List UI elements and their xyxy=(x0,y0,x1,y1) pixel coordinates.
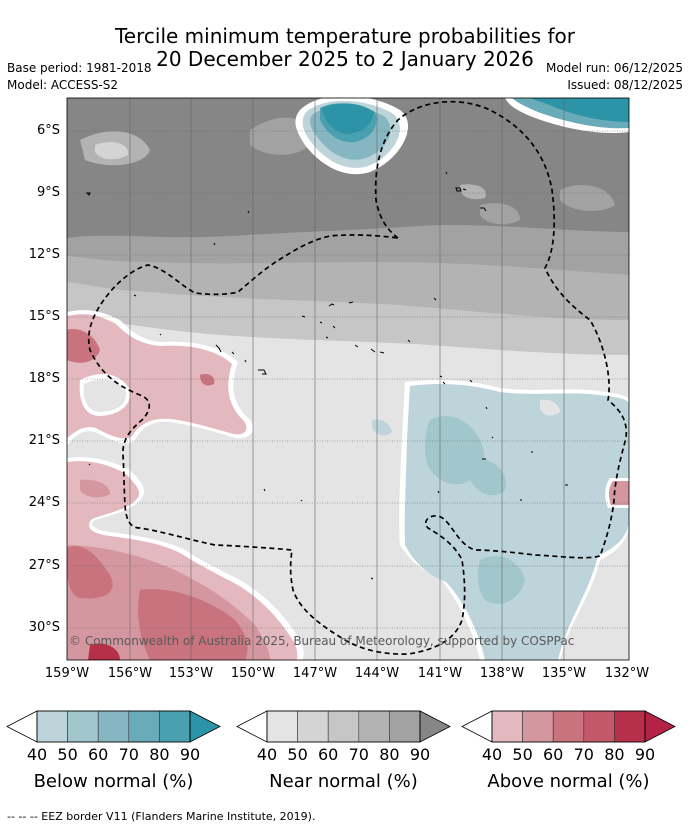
above-normal-60-area xyxy=(200,374,215,386)
colorbar-tick-label: 50 xyxy=(287,745,308,764)
colorbar-segment xyxy=(358,710,390,743)
lon-label-141w: 141°W xyxy=(417,666,463,681)
colorbar-tick-label: 60 xyxy=(88,745,109,764)
legend-near-title: Near normal (%) xyxy=(269,771,418,792)
colorbar-segment xyxy=(159,710,191,743)
below-normal-50-area xyxy=(470,459,506,496)
colorbar-tick-label: 60 xyxy=(543,745,564,764)
colorbar-tick-label: 40 xyxy=(481,745,503,764)
colorbar-above-normal xyxy=(461,710,676,743)
colorbar-segment xyxy=(389,710,421,743)
colorbar-tick-label: 40 xyxy=(26,745,48,764)
above-normal-60-area xyxy=(138,589,248,660)
lat-label-6s: 6°S xyxy=(36,123,60,138)
colorbar-segment xyxy=(552,710,585,743)
islands xyxy=(85,171,568,580)
colorbar-tick-label: 80 xyxy=(604,745,625,764)
above-normal-50-area xyxy=(80,479,110,498)
gray-patch xyxy=(480,203,520,225)
colorbar-segment xyxy=(614,710,646,743)
lon-label-153w: 153°W xyxy=(168,666,214,681)
title-line-2: 20 December 2025 to 2 January 2026 xyxy=(156,47,534,71)
colorbar-tick-label: 50 xyxy=(57,745,78,764)
lat-label-15s: 15°S xyxy=(28,309,60,324)
map-frame xyxy=(66,97,630,661)
eez-footnote: -- -- -- EEZ border V11 (Flanders Marine… xyxy=(7,810,316,823)
lon-label-150w: 150°W xyxy=(230,666,276,681)
gray-patch xyxy=(560,185,615,212)
lon-label-135w: 135°W xyxy=(541,666,587,681)
below-normal-90-area xyxy=(322,103,374,134)
below-normal-50-area xyxy=(477,556,525,604)
base-period-label: Base period: 1981-2018 xyxy=(7,61,152,75)
gray-patch xyxy=(459,184,486,200)
model-run-label: Model run: 06/12/2025 xyxy=(545,61,683,75)
graticule xyxy=(67,98,629,660)
colorbar-tick-label: 90 xyxy=(634,745,656,764)
lon-label-138w: 138°W xyxy=(479,666,525,681)
colorbar-max-extension xyxy=(189,710,221,743)
colorbar-min-extension xyxy=(6,710,38,743)
colorbar-tick-label: 70 xyxy=(573,745,594,764)
colorbar-tick-label: 40 xyxy=(256,745,278,764)
near-normal-40-area xyxy=(540,399,560,416)
lon-label-156w: 156°W xyxy=(107,666,153,681)
colorbar-segment xyxy=(583,710,615,743)
colorbar-segment xyxy=(327,710,360,743)
legend-below-title: Below normal (%) xyxy=(33,771,194,792)
colorbar-tick-label: 80 xyxy=(149,745,170,764)
colorbar-tick-label: 90 xyxy=(179,745,201,764)
colorbar-tick-label: 90 xyxy=(409,745,431,764)
colorbar-max-extension xyxy=(419,710,451,743)
lat-label-12s: 12°S xyxy=(28,247,60,262)
lon-label-147w: 147°W xyxy=(292,666,338,681)
lon-label-144w: 144°W xyxy=(354,666,400,681)
above-normal-60-area xyxy=(67,546,113,599)
lat-label-9s: 9°S xyxy=(36,185,60,200)
colorbar-frame xyxy=(266,710,421,743)
colorbar-min-extension xyxy=(236,710,268,743)
colorbar-tick-label: 70 xyxy=(348,745,369,764)
lat-label-24s: 24°S xyxy=(28,495,60,510)
colorbar-segment xyxy=(297,710,329,743)
colorbar-segment xyxy=(266,710,298,743)
colorbar-frame xyxy=(491,710,646,743)
legend-above-title: Above normal (%) xyxy=(487,771,650,792)
above-normal-50-area xyxy=(608,481,629,505)
issued-label: Issued: 08/12/2025 xyxy=(567,78,683,92)
lat-label-21s: 21°S xyxy=(28,433,60,448)
gray-patch xyxy=(95,142,129,160)
colorbar-near-normal xyxy=(236,710,451,743)
colorbar-min-extension xyxy=(461,710,493,743)
lon-label-132w: 132°W xyxy=(604,666,650,681)
colorbar-segment xyxy=(97,710,130,743)
eez-border xyxy=(87,100,628,655)
colorbar-tick-label: 50 xyxy=(512,745,533,764)
above-normal-60-area xyxy=(67,329,100,363)
colorbar-max-extension xyxy=(644,710,676,743)
title-line-1: Tercile minimum temperature probabilitie… xyxy=(114,24,576,48)
model-label: Model: ACCESS-S2 xyxy=(7,78,119,92)
colorbar-segment xyxy=(522,710,554,743)
colorbar-segment xyxy=(491,710,523,743)
below-normal-90-area xyxy=(530,98,629,122)
colorbar-segment xyxy=(67,710,99,743)
near-normal-40-area xyxy=(83,379,127,412)
colorbar-segment xyxy=(36,710,68,743)
above-normal-80-area xyxy=(88,643,120,660)
colorbar-frame xyxy=(36,710,191,743)
copyright-notice: © Commonwealth of Australia 2025, Bureau… xyxy=(69,634,575,648)
colorbar-below-normal xyxy=(6,710,221,743)
lat-label-30s: 30°S xyxy=(28,620,60,635)
lon-label-159w: 159°W xyxy=(44,666,90,681)
probability-field xyxy=(67,98,629,660)
colorbar-tick-label: 60 xyxy=(318,745,339,764)
lat-label-27s: 27°S xyxy=(28,558,60,573)
lat-label-18s: 18°S xyxy=(28,371,60,386)
colorbar-segment xyxy=(128,710,160,743)
colorbar-tick-label: 70 xyxy=(118,745,139,764)
colorbar-tick-label: 80 xyxy=(379,745,400,764)
